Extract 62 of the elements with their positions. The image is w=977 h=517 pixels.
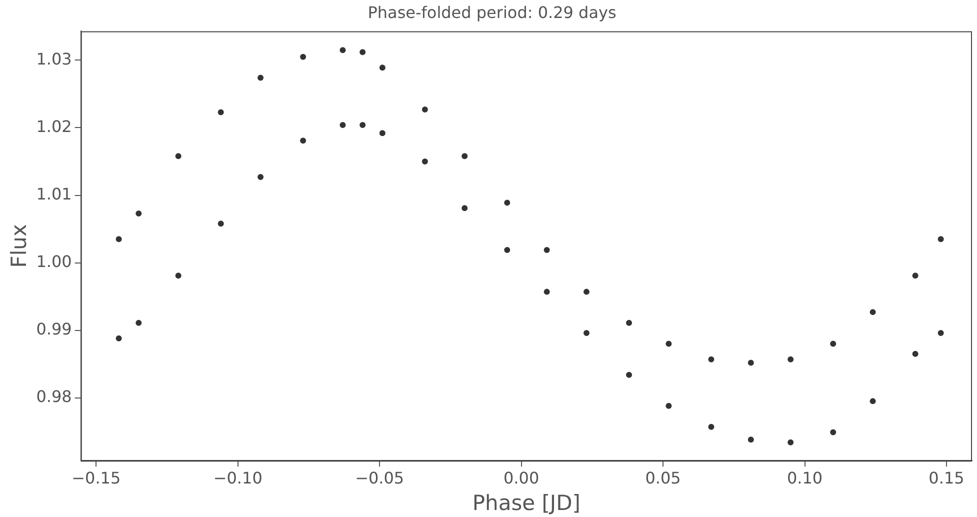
point	[422, 106, 428, 113]
point	[912, 350, 918, 357]
point	[938, 236, 944, 242]
point	[708, 424, 714, 430]
point	[360, 49, 366, 56]
x-tick-label: 0.10	[786, 468, 823, 488]
x-tick-label: 0.00	[504, 468, 540, 488]
point	[870, 309, 876, 316]
point	[504, 200, 510, 206]
point	[175, 153, 182, 160]
point	[300, 54, 306, 60]
x-tick-label: −0.10	[213, 468, 262, 488]
chart-title: Phase-folded period: 0.29 days	[368, 2, 616, 22]
point	[788, 439, 794, 446]
point	[340, 47, 346, 54]
point	[788, 356, 794, 362]
point	[584, 288, 590, 295]
point	[748, 436, 754, 443]
point	[626, 372, 632, 378]
x-tick-label: 0.05	[645, 468, 681, 488]
point	[666, 402, 672, 409]
y-tick-label: 0.98	[36, 386, 72, 406]
point	[116, 236, 122, 242]
point	[462, 205, 468, 212]
point	[116, 335, 122, 342]
y-tick-label: 0.99	[36, 319, 72, 338]
point	[830, 429, 836, 436]
y-tick-label: 1.02	[36, 116, 72, 136]
point	[666, 340, 672, 347]
point	[379, 130, 386, 136]
point	[830, 340, 836, 347]
point	[258, 74, 264, 81]
y-tick-label: 1.03	[36, 49, 72, 68]
point	[584, 330, 590, 336]
y-tick-label: 1.00	[36, 252, 72, 271]
x-tick-label: −0.15	[72, 468, 121, 488]
point	[912, 272, 918, 279]
point	[258, 174, 264, 180]
x-tick-label: −0.05	[355, 468, 404, 488]
point	[504, 246, 510, 253]
point	[708, 356, 714, 362]
point	[360, 122, 366, 128]
y-axis-title: Flux	[7, 224, 32, 268]
point	[748, 360, 754, 366]
point	[136, 320, 142, 326]
point	[175, 272, 182, 279]
point	[218, 220, 224, 227]
point	[218, 109, 224, 116]
point	[938, 330, 944, 336]
point	[544, 288, 550, 295]
point	[379, 64, 386, 71]
point	[340, 122, 346, 128]
point	[422, 158, 428, 165]
y-tick-label: 1.01	[36, 184, 72, 204]
point	[626, 320, 632, 326]
x-tick-label: 0.15	[928, 468, 964, 488]
point	[870, 398, 876, 404]
x-axis-title: Phase [JD]	[472, 490, 580, 515]
point	[300, 138, 306, 144]
point	[136, 210, 142, 216]
point	[544, 246, 550, 253]
point	[462, 153, 468, 160]
